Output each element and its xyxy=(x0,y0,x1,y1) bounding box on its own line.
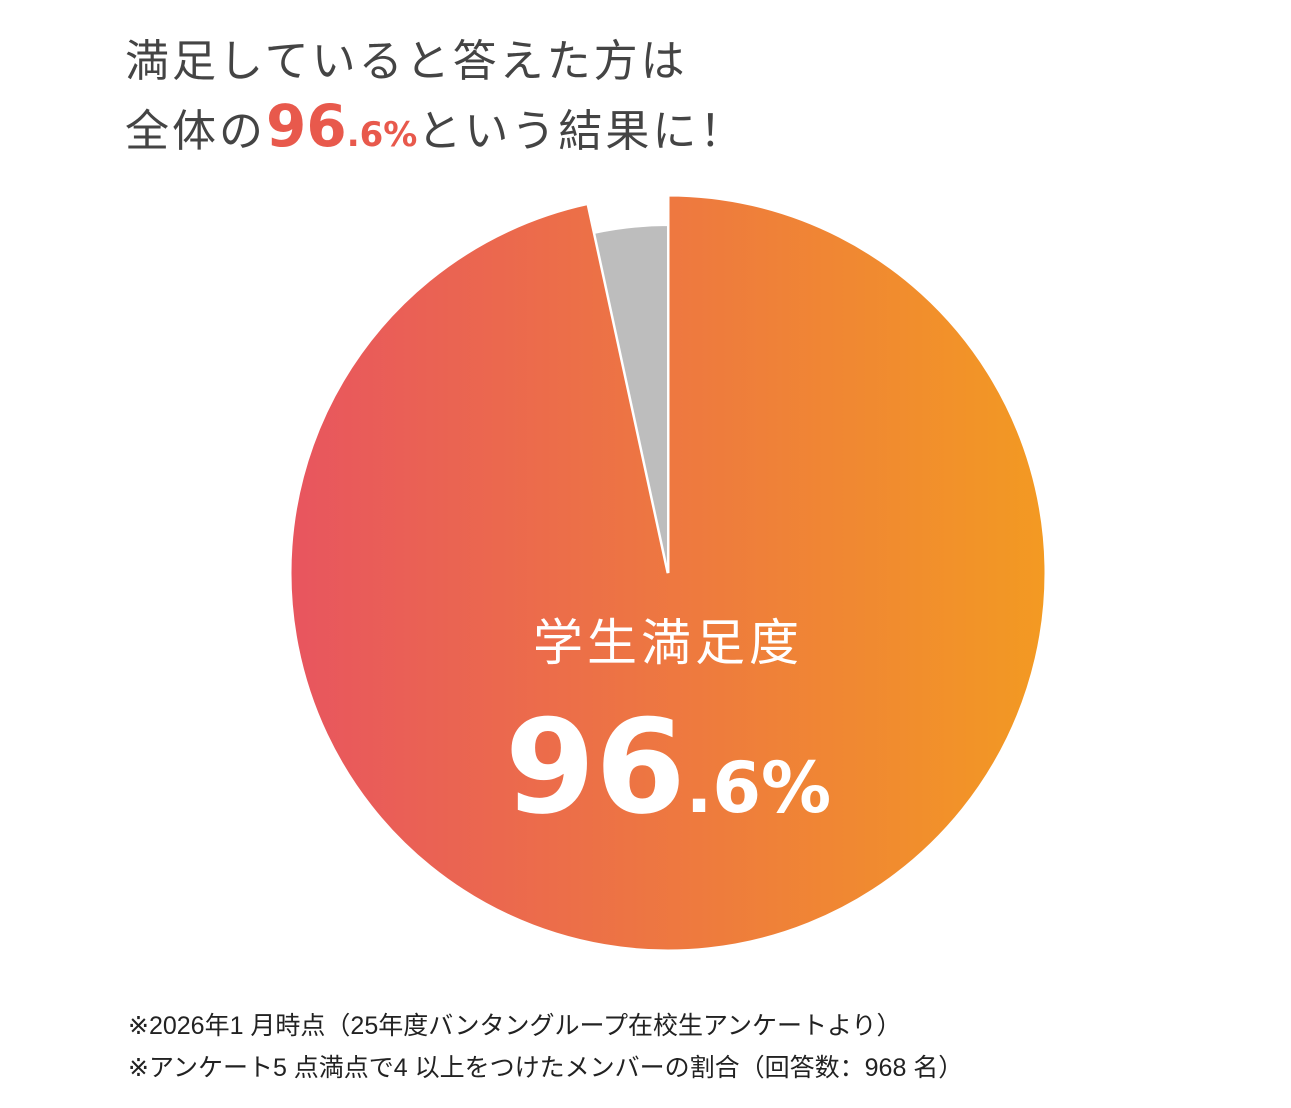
center-value-dec: .6% xyxy=(686,747,831,829)
headline-value-dec: .6% xyxy=(346,115,418,155)
headline: 満足していると答えた方は 全体の96.6%という結果に！ xyxy=(125,30,746,167)
center-label: 学生満足度 xyxy=(533,614,803,672)
headline-line2: 全体の96.6%という結果に！ xyxy=(125,94,746,167)
footnote: ※2026年1 月時点（25年度バンタングループ在校生アンケートより） xyxy=(128,1012,902,1040)
center-value-int: 96 xyxy=(505,691,686,843)
headline-line1: 満足していると答えた方は xyxy=(125,36,688,87)
footnote: ※アンケート5 点満点で4 以上をつけたメンバーの割合（回答数：968 名） xyxy=(128,1054,964,1082)
headline-suffix: という結果に！ xyxy=(417,106,747,157)
footnotes: ※2026年1 月時点（25年度バンタングループ在校生アンケートより） ※アンケ… xyxy=(128,1005,963,1089)
center-value: 96.6% xyxy=(505,691,831,843)
headline-value-int: 96 xyxy=(266,92,347,160)
pie-slice-other xyxy=(593,223,669,574)
headline-prefix: 全体の xyxy=(125,106,266,157)
